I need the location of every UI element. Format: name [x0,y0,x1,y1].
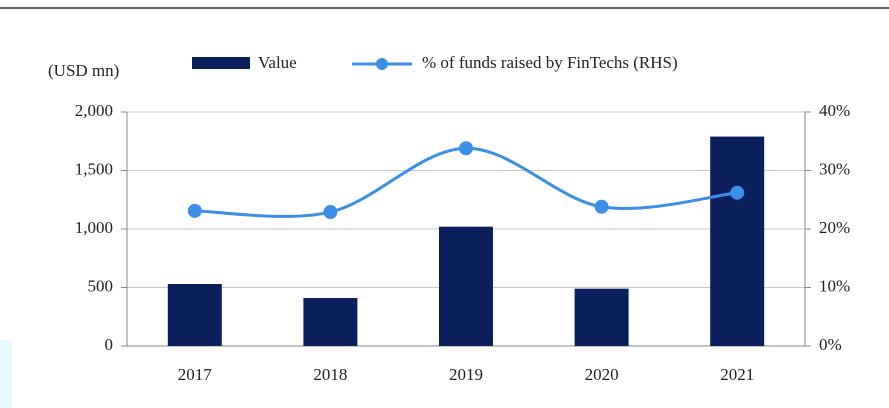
legend-label: % of funds raised by FinTechs (RHS) [422,53,678,72]
y2-tick-label: 30% [819,159,850,178]
bar [303,298,358,346]
legend-label: Value [258,53,297,72]
legend-swatch [192,57,250,69]
bar [439,226,493,346]
y-tick-label: 1,500 [75,159,113,178]
y2-tick-label: 40% [819,101,850,120]
line-marker [594,199,609,214]
line-marker [730,185,745,200]
y2-tick-label: 10% [819,276,850,295]
y2-tick-label: 0% [819,335,842,354]
line-marker [459,141,473,156]
line [194,146,738,218]
side-decoration [0,340,12,408]
y-tick-label: 500 [88,276,114,295]
bar [167,283,222,346]
x-tick-label: 2020 [585,365,619,384]
bar [574,288,629,346]
x-tick-label: 2021 [720,365,754,384]
x-tick-label: 2019 [449,365,483,384]
legend-swatch [376,58,388,70]
line-marker [187,203,202,218]
line-marker [323,205,338,220]
y-tick-label: 2,000 [75,101,113,120]
y2-tick-label: 20% [819,218,850,237]
bar [710,136,765,346]
y-tick-label: 1,000 [75,218,113,237]
x-tick-label: 2017 [178,365,213,384]
x-tick-label: 2018 [313,365,347,384]
y-tick-label: 0 [105,335,114,354]
y-axis-label: (USD mn) [48,61,119,80]
